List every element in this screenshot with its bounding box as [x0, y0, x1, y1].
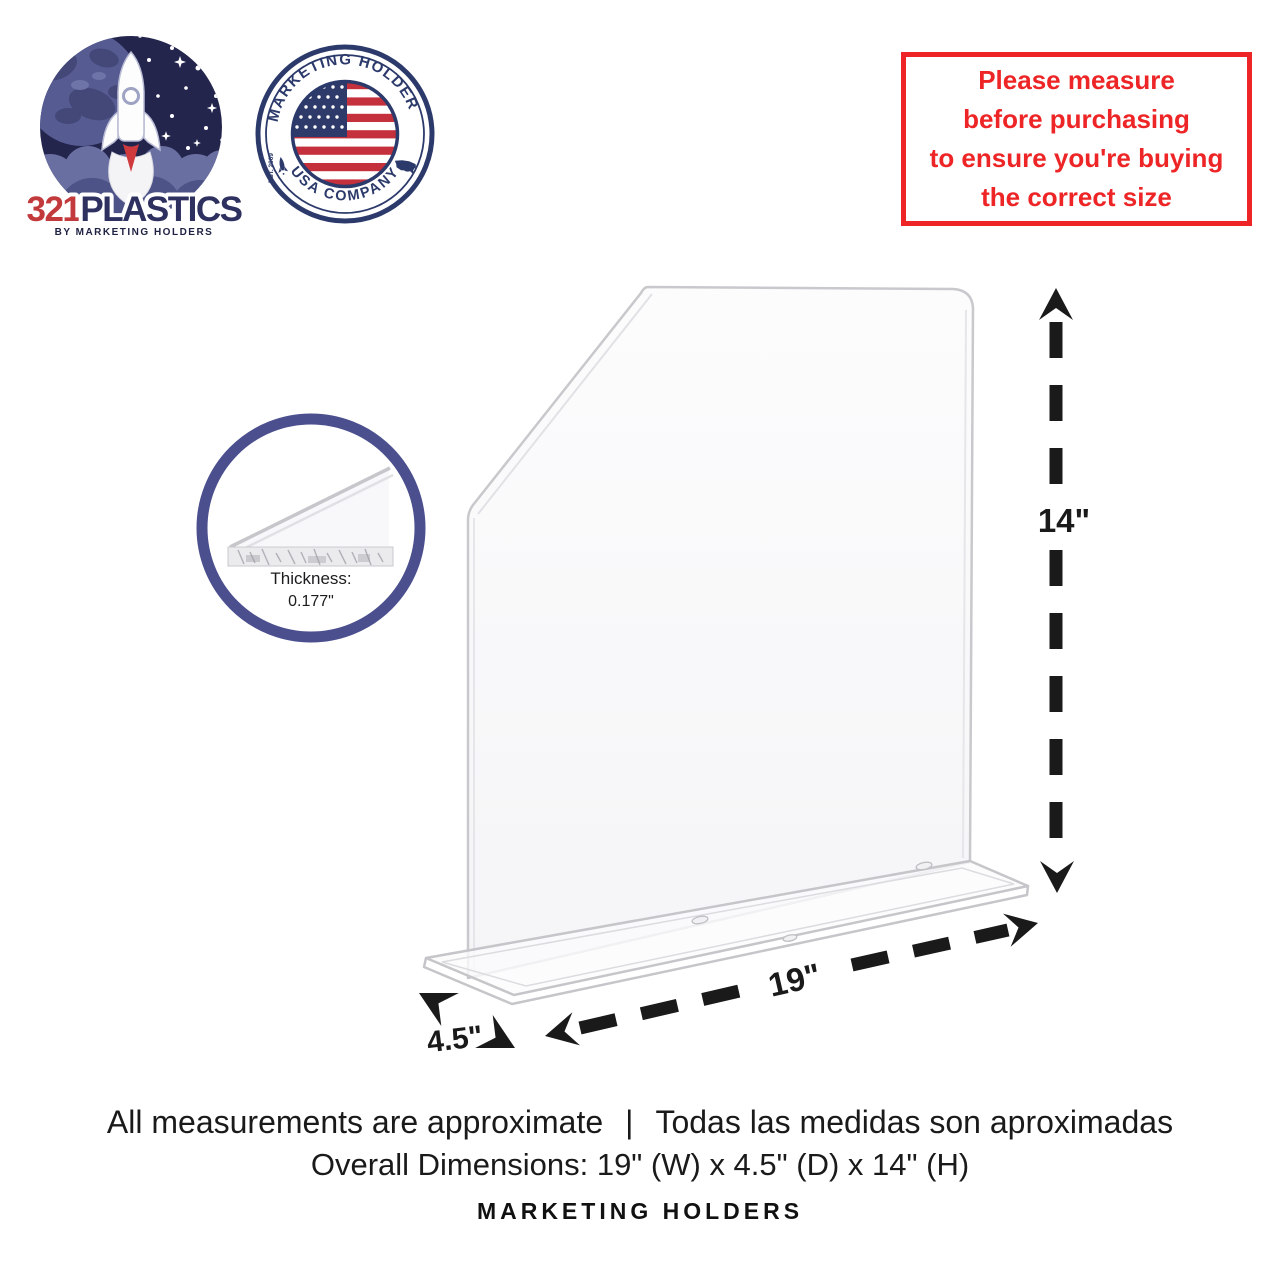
arrow-right-icon [1002, 906, 1042, 947]
thickness-inset: Thickness: 0.177" [196, 413, 426, 643]
logo-plastics-text: PLASTICS [80, 190, 241, 229]
warning-line-3: to ensure you're buying [929, 143, 1224, 173]
acrylic-edge-closeup [227, 466, 394, 567]
logo-wordmark: 321PLASTICS [27, 190, 242, 229]
flag-ring [290, 79, 400, 189]
footer-brand: MARKETING HOLDERS [476, 1198, 804, 1224]
us-flag-icon [293, 82, 397, 186]
stars-icon [138, 36, 222, 162]
overall-dimensions: Overall Dimensions: 19" (W) x 4.5" (D) x… [310, 1147, 970, 1182]
rough-edge-texture [237, 548, 384, 566]
rocket-flame-icon [123, 144, 139, 172]
panel-bevel-edge [477, 293, 653, 515]
measurements-note: All measurements are approximate | Todas l… [0, 1104, 1280, 1141]
warning-line-1: Please measure [978, 65, 1175, 95]
product-image [422, 285, 1030, 1006]
warning-line-2: before purchasing [963, 104, 1190, 134]
badge-est-text: EST. 2009 [268, 153, 275, 183]
warning-line-4: the correct size [981, 182, 1172, 212]
thickness-value: 0.177" [288, 593, 334, 610]
logo-321-text: 321 [27, 190, 82, 229]
usa-map-icon [394, 160, 416, 175]
height-arrow: 14" [1038, 288, 1090, 893]
note-english: All measurements are approximate [106, 1104, 604, 1140]
base-front-edge [422, 885, 1030, 1006]
depth-label: 4.5" [425, 1020, 485, 1060]
panel-right-inner-edge [962, 309, 967, 859]
base-screw-holes [691, 861, 933, 942]
arrow-down-icon [1040, 861, 1074, 893]
base-inset-outline [441, 867, 1015, 987]
arrow-upleft-icon [410, 976, 459, 1027]
measure-warning-box: Please measure before purchasing to ensu… [901, 52, 1252, 226]
badge-rocket-icon [278, 157, 289, 175]
acrylic-panel [466, 285, 975, 980]
badge-inner-ring [265, 54, 425, 214]
thickness-label: Thickness: [270, 569, 351, 588]
height-label: 14" [1038, 502, 1090, 539]
arrow-up-icon [1039, 288, 1073, 320]
dimension-annotations: 14" 19" 4.5" [410, 288, 1090, 1065]
note-separator: | [625, 1104, 634, 1140]
rocket-icon [101, 50, 161, 172]
logo-321plastics: 321PLASTICS BY MARKETING HOLDERS [23, 33, 247, 238]
note-spanish: Todas las medidas son aproximadas [655, 1104, 1174, 1140]
logo-tagline: BY MARKETING HOLDERS [55, 227, 214, 238]
depth-arrow: 4.5" [410, 976, 524, 1065]
width-label: 19" [765, 956, 824, 1004]
arrow-left-icon [541, 1012, 581, 1053]
